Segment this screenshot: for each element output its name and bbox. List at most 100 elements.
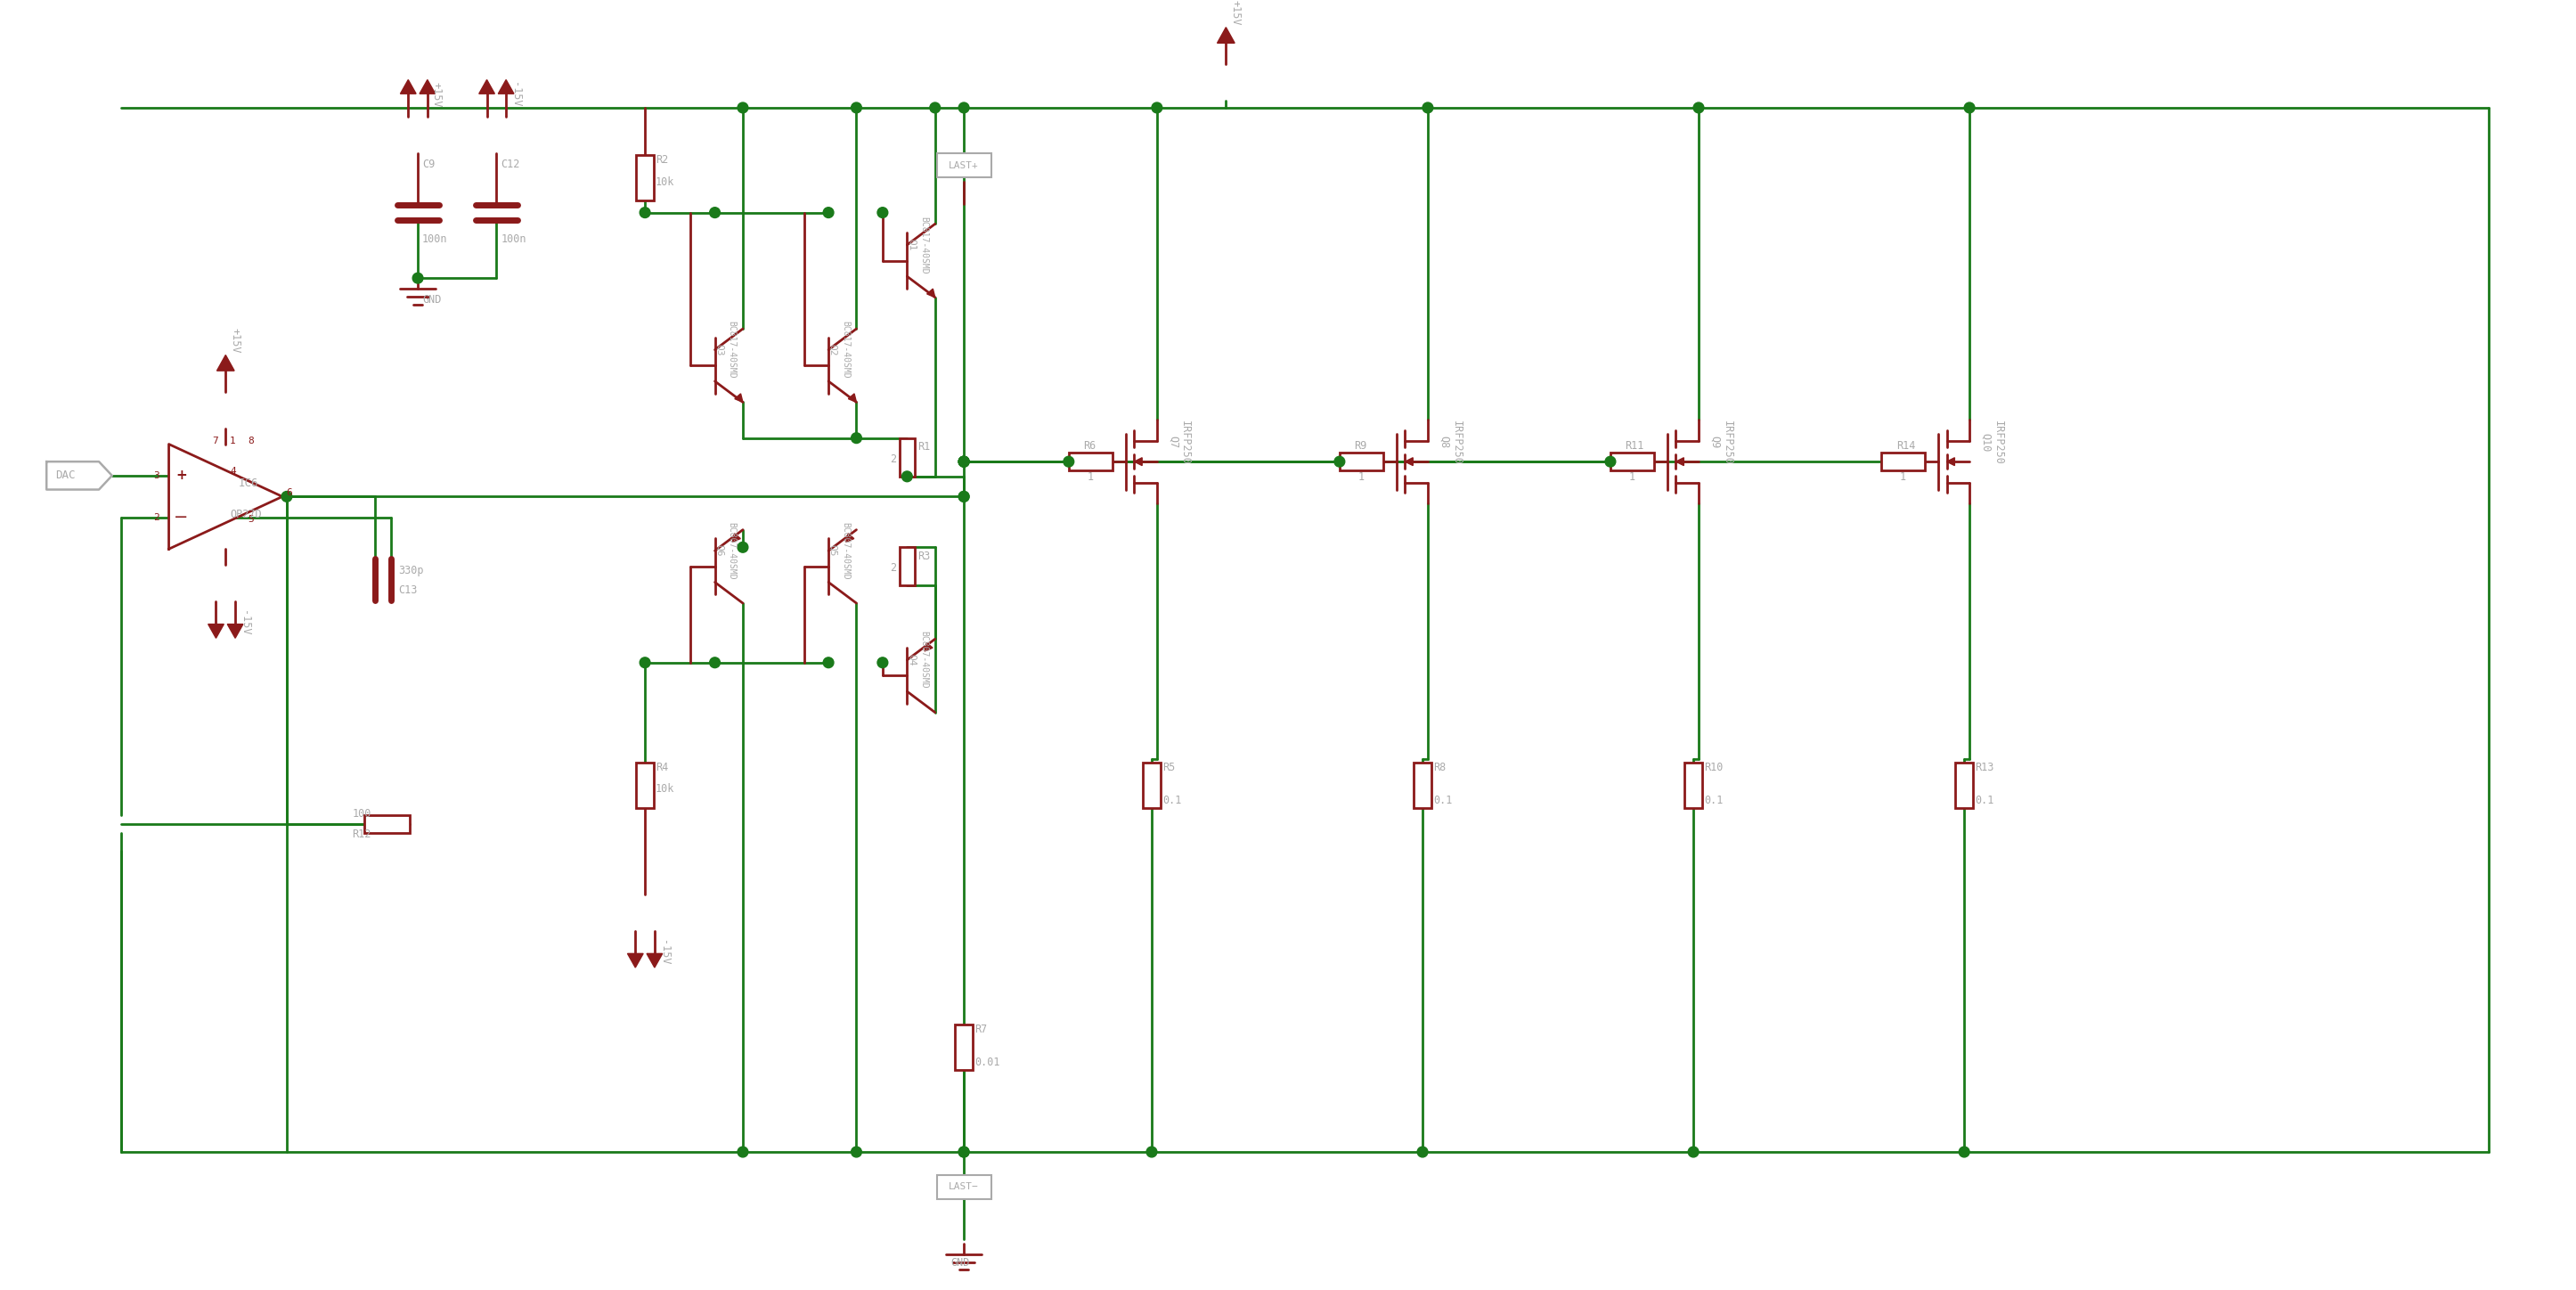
Text: 0.1: 0.1 [1432, 795, 1453, 806]
Polygon shape [845, 534, 855, 542]
Text: +15V: +15V [430, 81, 443, 107]
Text: IRFP250: IRFP250 [1721, 421, 1734, 464]
Circle shape [1692, 102, 1703, 114]
Circle shape [958, 457, 969, 467]
Polygon shape [399, 80, 417, 94]
Text: 330p: 330p [399, 565, 425, 577]
Bar [636, 155, 654, 200]
Circle shape [708, 208, 721, 218]
Text: +15V: +15V [1229, 0, 1242, 26]
Polygon shape [420, 80, 435, 94]
Text: LAST+: LAST+ [948, 161, 979, 170]
Text: 1: 1 [1358, 472, 1365, 484]
Text: 100: 100 [353, 808, 371, 819]
Text: -15V: -15V [240, 610, 250, 636]
Circle shape [639, 658, 649, 668]
Circle shape [930, 102, 940, 114]
Text: BC817-40SMD: BC817-40SMD [840, 321, 850, 378]
Text: 1: 1 [1628, 472, 1636, 484]
Text: 2: 2 [152, 513, 160, 522]
Circle shape [850, 1147, 860, 1157]
Text: 6: 6 [286, 489, 291, 498]
Circle shape [958, 491, 969, 502]
Text: R13: R13 [1976, 761, 1994, 773]
Polygon shape [1947, 458, 1955, 466]
Text: R9: R9 [1355, 440, 1368, 452]
Polygon shape [734, 393, 742, 402]
Bar [1340, 453, 1383, 471]
Circle shape [1422, 102, 1432, 114]
Text: Q8: Q8 [1437, 436, 1450, 449]
Text: IC6: IC6 [240, 477, 258, 489]
Polygon shape [497, 80, 515, 94]
Circle shape [1958, 1147, 1971, 1157]
Text: 8: 8 [247, 436, 252, 445]
Text: R8: R8 [1432, 761, 1445, 773]
Text: R7: R7 [974, 1024, 987, 1036]
Circle shape [878, 208, 889, 218]
Bar [899, 439, 914, 476]
Bar [956, 1024, 974, 1069]
Text: OP27D: OP27D [229, 508, 263, 520]
Circle shape [958, 457, 969, 467]
Polygon shape [1218, 27, 1234, 43]
Polygon shape [927, 289, 935, 297]
Circle shape [850, 432, 860, 444]
Circle shape [1605, 457, 1615, 467]
Text: R10: R10 [1703, 761, 1723, 773]
Text: LAST−: LAST− [948, 1183, 979, 1192]
Polygon shape [46, 462, 111, 490]
Circle shape [1146, 1147, 1157, 1157]
Circle shape [737, 1147, 747, 1157]
Polygon shape [925, 642, 933, 651]
Circle shape [1151, 102, 1162, 114]
Circle shape [412, 273, 422, 284]
Polygon shape [1404, 458, 1412, 466]
Circle shape [708, 658, 721, 668]
Text: R11: R11 [1625, 440, 1643, 452]
Text: GND: GND [951, 1258, 969, 1268]
Bar [1610, 453, 1654, 471]
Circle shape [958, 491, 969, 502]
Circle shape [958, 457, 969, 467]
Circle shape [958, 1147, 969, 1157]
Circle shape [850, 102, 860, 114]
Polygon shape [479, 80, 495, 94]
Text: 0.1: 0.1 [1976, 795, 1994, 806]
Polygon shape [209, 624, 224, 639]
Bar [1069, 453, 1113, 471]
Polygon shape [216, 355, 234, 370]
Circle shape [958, 1147, 969, 1157]
Circle shape [824, 208, 835, 218]
Circle shape [737, 102, 747, 114]
Text: C13: C13 [399, 584, 417, 596]
Text: Q2: Q2 [829, 343, 837, 356]
Text: -15V: -15V [657, 940, 670, 965]
Bar [1955, 762, 1973, 808]
Text: C12: C12 [500, 159, 520, 170]
Text: 100n: 100n [422, 233, 448, 245]
Circle shape [1687, 1147, 1698, 1157]
Text: R2: R2 [654, 155, 667, 166]
Polygon shape [732, 534, 739, 542]
Circle shape [1965, 102, 1976, 114]
Text: 1: 1 [229, 436, 237, 445]
Text: 7: 7 [211, 436, 219, 445]
Text: Q7: Q7 [1167, 436, 1180, 449]
Bar [1414, 762, 1432, 808]
Circle shape [824, 658, 835, 668]
Circle shape [281, 491, 291, 502]
Polygon shape [848, 393, 855, 402]
Circle shape [737, 542, 747, 552]
Text: 0.1: 0.1 [1703, 795, 1723, 806]
Text: R1: R1 [917, 441, 930, 453]
Circle shape [639, 208, 649, 218]
Text: DAC: DAC [54, 470, 75, 481]
Text: Q5: Q5 [829, 544, 837, 557]
Text: Q3: Q3 [716, 343, 724, 356]
Polygon shape [1133, 458, 1141, 466]
Polygon shape [170, 444, 283, 550]
Bar [1880, 453, 1924, 471]
Text: Q10: Q10 [1981, 433, 1991, 452]
Text: Q1: Q1 [907, 239, 917, 252]
